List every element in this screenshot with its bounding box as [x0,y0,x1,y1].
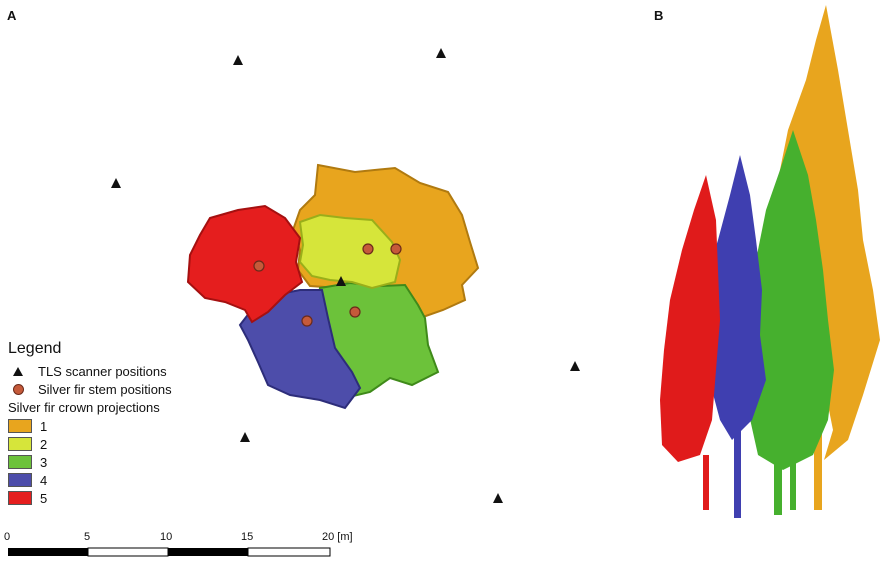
scanner-position [493,493,503,503]
legend-crown-label-1: 1 [40,418,48,434]
scale-bar [8,547,331,557]
scale-tick: 20 [m] [322,531,353,543]
stem-position [390,243,402,255]
scanner-position [233,55,243,65]
tree-1-point-cloud [776,5,880,510]
crown-projection-5 [186,204,304,324]
legend-crown-label-2: 2 [40,436,48,452]
scale-tick: 15 [241,531,254,543]
legend-swatch-4 [8,473,32,487]
legend-crown-label-3: 3 [40,454,48,470]
scale-tick: 0 [4,531,11,543]
legend-swatch-1 [8,419,32,433]
panel-label-b: B [654,8,664,23]
tree-point-cloud [660,5,880,518]
crown-projection-4 [238,289,362,410]
legend-stem-label: Silver fir stem positions [38,381,172,397]
stem-position [362,243,374,255]
legend-swatch-3 [8,455,32,469]
panel-label-a: A [7,8,17,23]
tree-5-point-cloud [660,175,720,510]
scale-tick: 10 [160,531,173,543]
stem-position [301,315,313,327]
legend-crown-label-5: 5 [40,490,48,506]
legend-swatch-2 [8,437,32,451]
scanner-position [111,178,121,188]
scanner-position [436,48,446,58]
stem-position [253,260,265,272]
legend-crowns-title: Silver fir crown projections [8,400,160,415]
scanner-position [336,276,346,286]
scanner-triangle-icon [13,366,23,376]
crown-projection-2 [298,213,402,290]
legend-crown-label-4: 4 [40,472,48,488]
scale-tick: 5 [84,531,91,543]
legend-title: Legend [8,340,62,357]
legend-scanner-label: TLS scanner positions [38,363,167,379]
crown-projection-map [8,48,580,557]
legend: Legend TLS scanner positions Silver fir … [8,340,172,507]
tree-3-point-cloud [746,130,834,515]
scanner-position [570,361,580,371]
legend-swatch-5 [8,491,32,505]
scanner-position [240,432,250,442]
stem-dot-icon [12,383,24,395]
stem-position [349,306,361,318]
